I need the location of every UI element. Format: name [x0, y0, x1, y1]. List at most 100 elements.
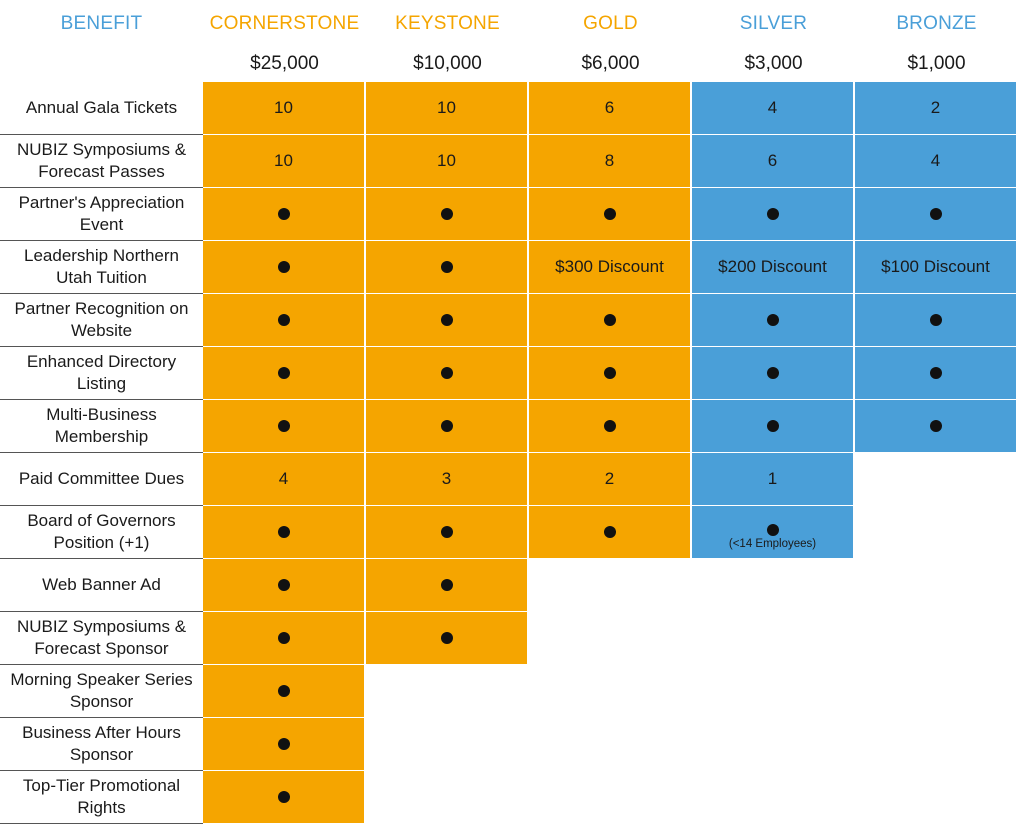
bullet-dot-icon	[440, 632, 453, 644]
tier-header-bronze: BRONZE	[896, 13, 977, 34]
tier-price-keystone: $10,000	[413, 53, 482, 74]
benefit-cell-silver: $200 Discount	[692, 241, 853, 293]
bullet-dot-icon	[440, 420, 453, 432]
tier-price-gold: $6,000	[581, 53, 640, 74]
benefit-cell-cornerstone: 10	[203, 82, 364, 134]
bullet-dot-icon	[440, 261, 453, 273]
benefit-label: Partner Recognition on Website	[0, 294, 203, 347]
bullet-dot-icon	[603, 314, 616, 326]
benefit-value: 10	[437, 151, 456, 170]
benefit-cell-silver: 6	[692, 135, 853, 187]
benefit-cell-silver: 1	[692, 453, 853, 505]
benefit-cell-gold: 8	[529, 135, 690, 187]
benefit-value: 4	[930, 151, 941, 170]
benefit-cell-keystone	[366, 241, 527, 293]
benefit-cell-gold	[529, 400, 690, 452]
benefit-cell-bronze	[855, 188, 1016, 240]
benefit-cell-cornerstone	[203, 347, 364, 399]
benefit-cell-stack: (<14 Employees)	[729, 524, 816, 550]
benefit-cell-cornerstone	[203, 771, 364, 823]
bullet-dot-icon	[929, 367, 942, 379]
benefit-cell-keystone	[366, 400, 527, 452]
bullet-dot-icon	[277, 314, 290, 326]
benefit-label: Top-Tier Promotional Rights	[0, 771, 203, 824]
benefit-cell-keystone	[366, 506, 527, 558]
benefit-label: Board of Governors Position (+1)	[0, 506, 203, 559]
benefit-cell-gold	[529, 188, 690, 240]
bullet-dot-icon	[277, 526, 290, 538]
benefit-cell-keystone	[366, 294, 527, 346]
benefit-label: Web Banner Ad	[0, 559, 203, 612]
bullet-dot-icon	[766, 420, 779, 432]
benefit-value: 2	[604, 469, 615, 488]
benefit-cell-cornerstone: 10	[203, 135, 364, 187]
benefit-cell-cornerstone	[203, 188, 364, 240]
benefit-cell-cornerstone	[203, 559, 364, 611]
tier-header-silver: SILVER	[739, 13, 808, 34]
benefit-cell-bronze: 4	[855, 135, 1016, 187]
bullet-dot-icon	[603, 420, 616, 432]
benefit-cell-gold	[529, 506, 690, 558]
benefit-cell-gold: 2	[529, 453, 690, 505]
tier-price-bronze: $1,000	[907, 53, 966, 74]
benefit-value: 10	[274, 98, 293, 117]
benefit-value: 4	[767, 98, 778, 117]
benefit-value: 6	[604, 98, 615, 117]
benefit-cell-silver: (<14 Employees)	[692, 506, 853, 558]
tier-price-cornerstone: $25,000	[250, 53, 319, 74]
benefit-label: Enhanced Directory Listing	[0, 347, 203, 400]
benefit-cell-cornerstone	[203, 241, 364, 293]
bullet-dot-icon	[277, 579, 290, 591]
bullet-dot-icon	[766, 314, 779, 326]
benefit-value: $200 Discount	[718, 257, 827, 276]
bullet-dot-icon	[277, 632, 290, 644]
benefit-cell-silver	[692, 400, 853, 452]
benefit-cell-gold	[529, 347, 690, 399]
bullet-dot-icon	[603, 526, 616, 538]
benefit-label: Multi-Business Membership	[0, 400, 203, 453]
benefit-cell-gold: 6	[529, 82, 690, 134]
bullet-dot-icon	[440, 526, 453, 538]
benefit-cell-cornerstone	[203, 294, 364, 346]
benefit-cell-bronze: $100 Discount	[855, 241, 1016, 293]
benefit-cell-keystone: 10	[366, 82, 527, 134]
benefit-cell-keystone: 10	[366, 135, 527, 187]
bullet-dot-icon	[277, 791, 290, 803]
benefit-label: Partner's Appreciation Event	[0, 188, 203, 241]
benefit-label: Paid Committee Dues	[0, 453, 203, 506]
bullet-dot-icon	[766, 367, 779, 379]
bullet-dot-icon	[603, 367, 616, 379]
bullet-dot-icon	[929, 420, 942, 432]
benefit-value: 1	[767, 469, 778, 488]
bullet-dot-icon	[766, 524, 779, 536]
benefit-cell-keystone	[366, 188, 527, 240]
bullet-dot-icon	[440, 314, 453, 326]
benefit-value: 2	[930, 98, 941, 117]
benefit-label: Morning Speaker Series Sponsor	[0, 665, 203, 718]
bullet-dot-icon	[440, 208, 453, 220]
benefit-cell-keystone	[366, 559, 527, 611]
benefit-cell-bronze: 2	[855, 82, 1016, 134]
benefit-column-header: BENEFIT	[60, 13, 143, 34]
bullet-dot-icon	[277, 738, 290, 750]
bullet-dot-icon	[277, 261, 290, 273]
benefit-label: Annual Gala Tickets	[0, 82, 203, 135]
benefit-value: 8	[604, 151, 615, 170]
bullet-dot-icon	[277, 685, 290, 697]
bullet-dot-icon	[277, 420, 290, 432]
benefit-cell-cornerstone	[203, 612, 364, 664]
tier-header-gold: GOLD	[583, 13, 638, 34]
tier-header-keystone: KEYSTONE	[395, 13, 500, 34]
benefit-value: 6	[767, 151, 778, 170]
tier-header-cornerstone: CORNERSTONE	[209, 13, 360, 34]
bullet-dot-icon	[277, 208, 290, 220]
benefit-cell-gold	[529, 294, 690, 346]
benefit-label: NUBIZ Symposiums & Forecast Sponsor	[0, 612, 203, 665]
benefit-value: $300 Discount	[555, 257, 664, 276]
benefit-cell-silver	[692, 294, 853, 346]
benefit-cell-silver	[692, 347, 853, 399]
benefit-value: $100 Discount	[881, 257, 990, 276]
benefit-value: 10	[437, 98, 456, 117]
bullet-dot-icon	[929, 208, 942, 220]
benefit-cell-cornerstone	[203, 400, 364, 452]
